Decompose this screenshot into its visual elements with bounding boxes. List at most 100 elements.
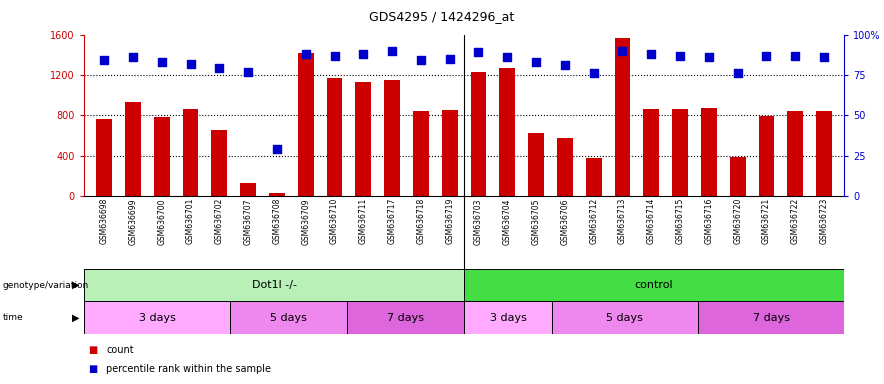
Bar <box>464 301 552 334</box>
Text: GSM636712: GSM636712 <box>590 198 598 244</box>
Text: GSM636706: GSM636706 <box>560 198 569 245</box>
Text: time: time <box>3 313 23 322</box>
Bar <box>499 68 515 196</box>
Bar <box>470 72 486 196</box>
Point <box>759 53 774 59</box>
Point <box>155 59 169 65</box>
Bar <box>326 78 342 196</box>
Text: 3 days: 3 days <box>490 313 526 323</box>
Text: ▶: ▶ <box>72 280 80 290</box>
Text: genotype/variation: genotype/variation <box>3 281 89 290</box>
Point <box>471 49 485 55</box>
Text: GSM636716: GSM636716 <box>705 198 713 244</box>
Text: 3 days: 3 days <box>139 313 176 323</box>
Bar <box>672 109 688 196</box>
Text: 5 days: 5 days <box>606 313 644 323</box>
Point <box>385 48 400 54</box>
Point <box>299 51 313 57</box>
Point <box>529 59 543 65</box>
Text: control: control <box>635 280 674 290</box>
Bar <box>298 53 314 196</box>
Text: GSM636722: GSM636722 <box>791 198 800 244</box>
Point <box>97 57 111 63</box>
Text: GSM636708: GSM636708 <box>272 198 281 244</box>
Text: GDS4295 / 1424296_at: GDS4295 / 1424296_at <box>370 10 514 23</box>
Point <box>414 57 428 63</box>
Text: 7 days: 7 days <box>387 313 424 323</box>
Bar <box>347 301 464 334</box>
Text: GSM636720: GSM636720 <box>733 198 743 244</box>
Text: percentile rank within the sample: percentile rank within the sample <box>106 364 271 374</box>
Text: GSM636705: GSM636705 <box>531 198 541 245</box>
Bar <box>84 301 230 334</box>
Point <box>443 56 457 62</box>
Text: GSM636709: GSM636709 <box>301 198 310 245</box>
Bar <box>788 111 804 196</box>
Bar <box>614 38 630 196</box>
Bar <box>269 193 285 196</box>
Point <box>817 54 831 60</box>
Point <box>212 65 226 71</box>
Bar <box>758 116 774 196</box>
Bar <box>586 157 602 196</box>
Bar <box>355 82 371 196</box>
Point <box>356 51 370 57</box>
Text: ■: ■ <box>88 364 97 374</box>
Bar <box>96 119 112 196</box>
Point <box>500 54 514 60</box>
Point <box>558 62 572 68</box>
Text: GSM636702: GSM636702 <box>215 198 224 244</box>
Point <box>587 70 601 76</box>
Text: GSM636717: GSM636717 <box>387 198 397 244</box>
Point <box>241 69 255 75</box>
Bar <box>413 111 429 196</box>
Text: Dot1l -/-: Dot1l -/- <box>252 280 296 290</box>
Bar <box>240 183 256 196</box>
Text: GSM636715: GSM636715 <box>675 198 684 244</box>
Text: GSM636719: GSM636719 <box>446 198 454 244</box>
Point <box>126 54 140 60</box>
Point <box>644 51 659 57</box>
Text: GSM636698: GSM636698 <box>100 198 109 244</box>
Text: 7 days: 7 days <box>752 313 789 323</box>
Text: GSM636700: GSM636700 <box>157 198 166 245</box>
Bar <box>701 108 717 196</box>
Text: 5 days: 5 days <box>271 313 307 323</box>
Text: GSM636711: GSM636711 <box>359 198 368 244</box>
Text: GSM636703: GSM636703 <box>474 198 483 245</box>
Bar <box>125 102 141 196</box>
Bar <box>442 110 458 196</box>
Bar <box>644 109 659 196</box>
Text: GSM636710: GSM636710 <box>330 198 339 244</box>
Text: count: count <box>106 345 133 355</box>
Text: ■: ■ <box>88 345 97 355</box>
Point <box>673 53 687 59</box>
Text: GSM636699: GSM636699 <box>128 198 137 245</box>
Bar <box>816 111 832 196</box>
Text: GSM636704: GSM636704 <box>503 198 512 245</box>
Bar <box>464 269 844 301</box>
Point <box>789 53 803 59</box>
Bar <box>730 157 745 196</box>
Text: GSM636721: GSM636721 <box>762 198 771 244</box>
Point <box>702 54 716 60</box>
Point <box>615 48 629 54</box>
Bar <box>552 301 698 334</box>
Bar <box>211 130 227 196</box>
Bar <box>698 301 844 334</box>
Text: GSM636714: GSM636714 <box>647 198 656 244</box>
Bar <box>154 117 170 196</box>
Text: GSM636723: GSM636723 <box>819 198 828 244</box>
Bar <box>230 301 347 334</box>
Bar <box>557 138 573 196</box>
Text: GSM636718: GSM636718 <box>416 198 425 244</box>
Bar <box>84 269 464 301</box>
Point <box>327 53 341 59</box>
Text: ▶: ▶ <box>72 313 80 323</box>
Bar <box>385 80 400 196</box>
Text: GSM636713: GSM636713 <box>618 198 627 244</box>
Bar <box>183 109 198 196</box>
Text: GSM636707: GSM636707 <box>244 198 253 245</box>
Point <box>270 146 284 152</box>
Bar <box>528 133 544 196</box>
